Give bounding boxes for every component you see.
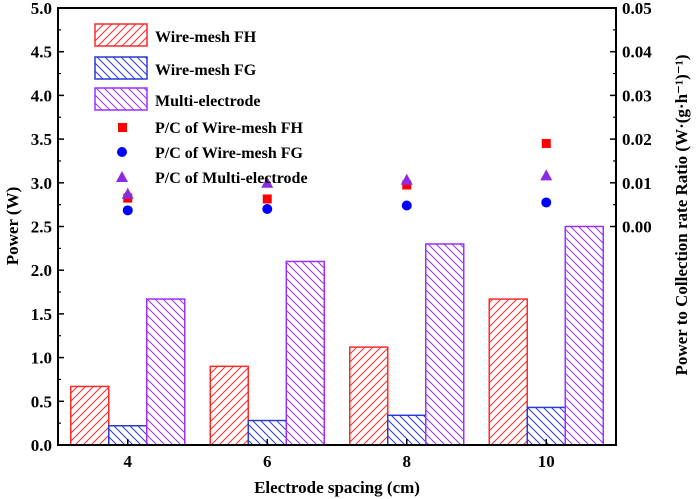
y-tick-label: 1.0 [31,349,52,368]
legend-marker-square [118,123,127,132]
y-tick-label: 3.5 [31,130,52,149]
x-tick-label: 8 [403,452,412,471]
y2-axis-title: Power to Collection rate Ratio (W·(g·h⁻¹… [672,55,691,376]
marker-triangle-8 [400,173,413,185]
legend-label-pc-multi: P/C of Multi-electrode [155,170,308,187]
x-tick-label: 6 [263,452,272,471]
legend-label-multi: Multi-electrode [155,93,260,110]
y-tick-label: 5.0 [31,0,52,18]
y-tick-label: 2.5 [31,218,52,237]
legend-label-pc-fh: P/C of Wire-mesh FH [155,120,304,137]
y-tick-label: 2.0 [31,261,52,280]
y2-tick-label: 0.01 [622,174,652,193]
legend-label-fh: Wire-mesh FH [155,29,257,46]
y-tick-label: 4.5 [31,43,52,62]
legend-swatch-fh [94,23,148,47]
marker-square-8 [402,180,412,190]
legend-marker-circle [117,147,127,157]
y2-tick-label: 0.00 [622,218,652,237]
bar-fg-10 [526,406,566,446]
legend-marker-triangle [116,171,128,182]
marker-square-6 [262,194,272,204]
marker-triangle-4 [121,187,134,199]
legend: Wire-mesh FH Wire-mesh FG Multi-electrod… [94,23,308,187]
marker-circle-10 [541,197,552,208]
bar-multi-8 [425,243,465,446]
y-tick-label: 0.0 [31,436,52,455]
legend-label-fg: Wire-mesh FG [155,62,257,79]
bars-layer [70,225,604,446]
y-tick-label: 0.5 [31,392,52,411]
y-axis-title: Power (W) [3,187,22,266]
legend-swatch-multi [94,87,148,111]
legend-label-pc-fg: P/C of Wire-mesh FG [155,145,304,162]
y-tick-label: 3.0 [31,174,52,193]
y2-tick-label: 0.04 [622,43,652,62]
y-axis: 0.0 0.5 1.0 1.5 2.0 2.5 3.0 3.5 4.0 4.5 5.0 [31,0,64,455]
x-axis-title: Electrode spacing (cm) [254,478,420,497]
marker-triangle-6 [261,176,274,188]
x-tick-label: 4 [124,452,133,471]
marker-circle-4 [122,205,133,216]
y2-axis: 0.00 0.01 0.02 0.03 0.04 0.05 [610,0,652,237]
y-tick-label: 1.5 [31,305,52,324]
y2-tick-label: 0.03 [622,86,652,105]
bar-multi-6 [285,260,325,446]
bar-fh-8 [349,346,389,446]
markers-layer [121,138,553,216]
x-tick-label: 10 [538,452,555,471]
marker-circle-6 [262,204,273,215]
marker-square-10 [541,138,551,148]
marker-triangle-10 [540,169,553,181]
bar-fh-4 [70,385,110,446]
bar-multi-10 [564,225,604,446]
bar-fh-10 [488,298,528,446]
y-tick-label: 4.0 [31,86,52,105]
x-axis: 4 6 8 10 [124,439,555,471]
marker-circle-8 [401,200,412,211]
y2-tick-label: 0.05 [622,0,652,18]
bar-fh-6 [209,365,249,446]
bar-multi-4 [146,298,186,446]
y2-tick-label: 0.02 [622,130,652,149]
legend-swatch-fg [94,56,148,80]
